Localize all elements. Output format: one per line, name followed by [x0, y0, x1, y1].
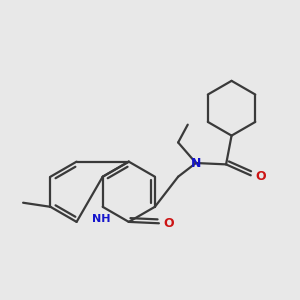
Text: O: O	[163, 217, 174, 230]
Text: O: O	[255, 170, 266, 183]
Text: NH: NH	[92, 214, 111, 224]
Text: N: N	[191, 157, 201, 169]
